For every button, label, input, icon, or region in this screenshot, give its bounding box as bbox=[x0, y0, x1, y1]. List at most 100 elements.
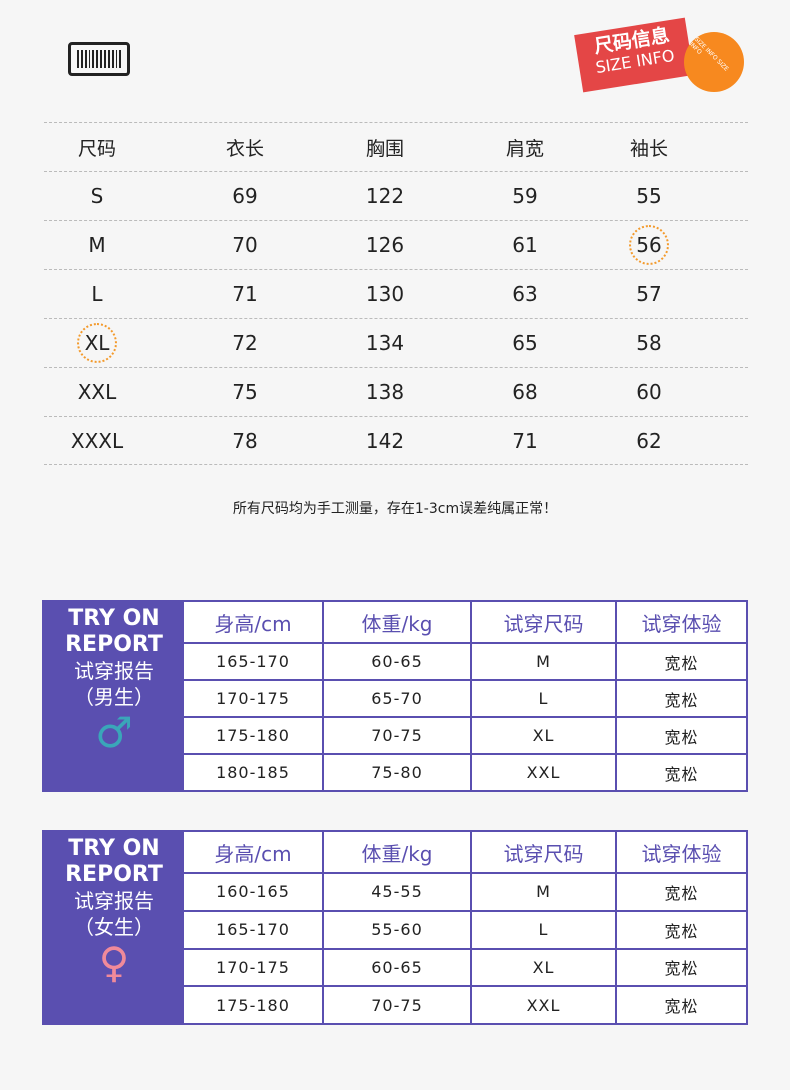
cell-text: 138 bbox=[365, 380, 405, 404]
table-cell: 75 bbox=[150, 380, 340, 404]
column-header: 胸围 bbox=[365, 137, 404, 160]
table-cell: 60-65 bbox=[324, 644, 472, 679]
table-cell: XXL bbox=[472, 987, 617, 1023]
male-try-on-report: TRY ON REPORT 试穿报告 （男生） ♂ 身高/cm 体重/kg 试穿尺码试… bbox=[42, 600, 748, 792]
table-cell: 180-185 bbox=[184, 755, 324, 790]
cell-text: 72 bbox=[232, 331, 258, 355]
table-cell: 122 bbox=[340, 184, 430, 208]
report-label: TRY ON REPORT 试穿报告 （女生） ♀ bbox=[44, 832, 184, 1023]
table-row: 170-175 65-70 L 宽松 bbox=[184, 681, 746, 718]
cell-text: 134 bbox=[365, 331, 405, 355]
male-symbol-icon: ♂ bbox=[95, 708, 133, 757]
title-en: TRY ON bbox=[68, 606, 160, 631]
table-row: 165-170 55-60 L 宽松 bbox=[184, 911, 746, 950]
cell-text: 65 bbox=[512, 331, 538, 355]
cell-text: 69 bbox=[232, 184, 258, 208]
table-cell: XL bbox=[472, 949, 617, 986]
cell-text: L bbox=[91, 282, 103, 306]
title-en: REPORT bbox=[65, 632, 163, 657]
table-cell: 75-80 bbox=[324, 755, 472, 790]
table-cell: 68 bbox=[430, 380, 620, 404]
table-row: M 70 126 61 56 bbox=[44, 220, 748, 269]
table-cell: 170-175 bbox=[184, 681, 324, 716]
cell-text: 63 bbox=[512, 282, 538, 306]
table-cell: 70-75 bbox=[324, 718, 472, 753]
table-cell: 70-75 bbox=[324, 987, 472, 1023]
title-en: TRY ON bbox=[68, 836, 160, 861]
cell-text: 71 bbox=[512, 428, 538, 453]
highlight-circle bbox=[77, 323, 117, 363]
table-row: 165-170 60-65 M 宽松 bbox=[184, 644, 746, 681]
table-cell: 55 bbox=[620, 184, 678, 208]
female-try-on-report: TRY ON REPORT 试穿报告 （女生） ♀ 身高/cm 体重/kg 试穿尺码试… bbox=[42, 830, 748, 1025]
table-cell: 78 bbox=[150, 429, 340, 453]
barcode-icon bbox=[68, 42, 130, 76]
column-header: 体重/kg bbox=[324, 832, 472, 872]
column-header: 试穿尺码 bbox=[472, 832, 617, 872]
table-cell: 45-55 bbox=[324, 874, 472, 910]
table-cell: 63 bbox=[430, 282, 620, 306]
table-cell: 宽松 bbox=[664, 921, 699, 941]
table-cell: 60-65 bbox=[324, 949, 472, 986]
table-cell: 134 bbox=[340, 331, 430, 355]
stamp-text: SIZE INFO SIZE INFO bbox=[687, 35, 730, 73]
size-info-badge: 尺码信息 SIZE INFO bbox=[574, 17, 694, 93]
table-row: L 71 130 63 57 bbox=[44, 269, 748, 318]
cell-text: S bbox=[90, 184, 104, 208]
table-cell: 宽松 bbox=[664, 959, 699, 979]
size-table: 尺码 衣长 胸围 肩宽 袖长 S 69 122 59 55 M 70 126 61 56 L 71 130 63 57… bbox=[44, 122, 748, 465]
report-header: 身高/cm 体重/kg 试穿尺码 试穿体验 bbox=[184, 832, 746, 874]
column-header: 衣长 bbox=[225, 137, 264, 160]
table-cell: 160-165 bbox=[184, 874, 324, 910]
cell-text: 59 bbox=[512, 184, 538, 208]
table-cell: 56 bbox=[620, 225, 678, 265]
cell-text: 122 bbox=[365, 184, 405, 208]
table-cell: 宽松 bbox=[664, 653, 699, 673]
table-cell: 175-180 bbox=[184, 718, 324, 753]
cell-text: 68 bbox=[512, 380, 538, 404]
table-cell: 65 bbox=[430, 331, 620, 355]
cell-text: M bbox=[88, 233, 106, 257]
table-cell: 170-175 bbox=[184, 949, 324, 986]
report-header: 身高/cm 体重/kg 试穿尺码 试穿体验 bbox=[184, 602, 746, 644]
table-row: XL 72 134 65 58 bbox=[44, 318, 748, 367]
table-cell: 165-170 bbox=[184, 911, 324, 948]
table-cell: 61 bbox=[430, 233, 620, 257]
table-cell: M bbox=[44, 233, 150, 257]
table-cell: 宽松 bbox=[664, 727, 699, 747]
table-cell: M bbox=[472, 874, 617, 910]
table-cell: 175-180 bbox=[184, 987, 324, 1023]
table-cell: S bbox=[44, 184, 150, 208]
table-cell: 宽松 bbox=[664, 690, 699, 710]
gender-label: （男生） bbox=[74, 685, 154, 709]
table-row: 175-180 70-75 XXL 宽松 bbox=[184, 987, 746, 1023]
cell-text: 70 bbox=[232, 233, 258, 257]
measurement-note: 所有尺码均为手工测量，存在1-3cm误差纯属正常！ bbox=[232, 501, 558, 517]
column-header: 尺码 bbox=[77, 137, 116, 160]
column-header: 袖长 bbox=[629, 137, 668, 160]
cell-text: 57 bbox=[636, 282, 662, 306]
table-cell: L bbox=[472, 681, 617, 716]
table-cell: M bbox=[472, 644, 617, 679]
cell-text: XXL bbox=[77, 380, 117, 404]
table-cell: 57 bbox=[620, 282, 678, 306]
table-cell: 65-70 bbox=[324, 681, 472, 716]
female-symbol-icon: ♀ bbox=[98, 938, 130, 987]
title-en: REPORT bbox=[65, 862, 163, 887]
table-cell: 142 bbox=[340, 429, 430, 453]
table-row: 170-175 60-65 XL 宽松 bbox=[184, 949, 746, 988]
column-header: 身高/cm bbox=[184, 602, 324, 642]
table-row: 160-165 45-55 M 宽松 bbox=[184, 874, 746, 912]
table-cell: 宽松 bbox=[664, 764, 699, 784]
cell-text: 78 bbox=[232, 428, 258, 453]
table-cell: 71 bbox=[150, 282, 340, 306]
cell-text: 75 bbox=[232, 380, 258, 404]
title-cn: 试穿报告 bbox=[74, 659, 154, 683]
table-cell: L bbox=[44, 282, 150, 306]
table-cell: 71 bbox=[430, 429, 620, 453]
table-cell: 70 bbox=[150, 233, 340, 257]
cell-text: 142 bbox=[365, 428, 405, 453]
table-cell: 126 bbox=[340, 233, 430, 257]
cell-text: 58 bbox=[636, 331, 662, 355]
cell-text: 130 bbox=[365, 282, 405, 306]
